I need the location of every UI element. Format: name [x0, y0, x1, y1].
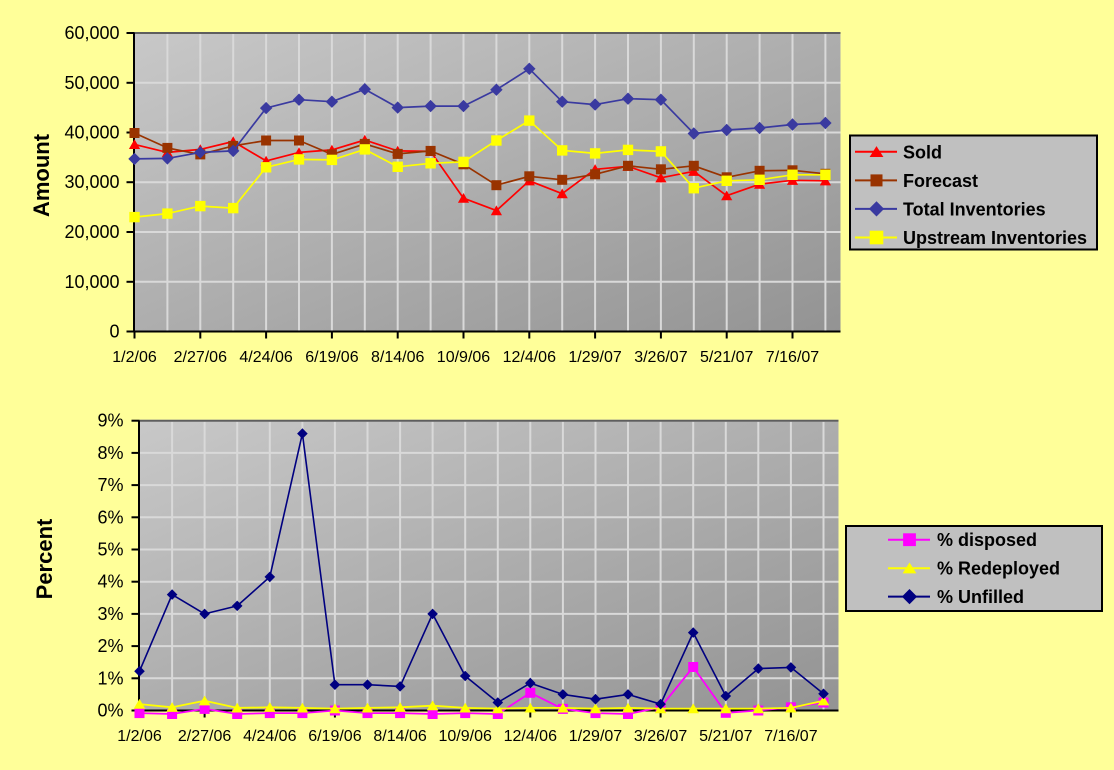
svg-text:Upstream Inventories: Upstream Inventories [903, 228, 1087, 248]
svg-text:7/16/07: 7/16/07 [764, 728, 817, 745]
svg-text:6/19/06: 6/19/06 [308, 728, 361, 745]
svg-text:30,000: 30,000 [64, 172, 119, 192]
svg-text:5/21/07: 5/21/07 [699, 728, 752, 745]
svg-text:1/29/07: 1/29/07 [568, 349, 621, 366]
svg-text:3/26/07: 3/26/07 [634, 349, 687, 366]
svg-text:8/14/06: 8/14/06 [371, 349, 424, 366]
svg-text:5%: 5% [97, 540, 123, 560]
svg-text:10/9/06: 10/9/06 [439, 728, 492, 745]
svg-text:% Unfilled: % Unfilled [937, 587, 1024, 607]
svg-text:1/2/06: 1/2/06 [117, 728, 162, 745]
svg-text:4/24/06: 4/24/06 [239, 349, 292, 366]
svg-text:2/27/06: 2/27/06 [174, 349, 227, 366]
svg-text:50,000: 50,000 [64, 73, 119, 93]
svg-text:7/16/07: 7/16/07 [766, 349, 819, 366]
svg-text:1/2/06: 1/2/06 [112, 349, 157, 366]
svg-text:10,000: 10,000 [64, 272, 119, 292]
svg-text:5/21/07: 5/21/07 [700, 349, 753, 366]
svg-text:Total Inventories: Total Inventories [903, 199, 1046, 219]
svg-text:10/9/06: 10/9/06 [437, 349, 490, 366]
svg-text:Sold: Sold [903, 142, 942, 162]
svg-text:% disposed: % disposed [937, 530, 1037, 550]
svg-text:4%: 4% [97, 572, 123, 592]
svg-text:40,000: 40,000 [64, 123, 119, 143]
svg-text:6%: 6% [97, 507, 123, 527]
svg-text:6/19/06: 6/19/06 [305, 349, 358, 366]
svg-text:3/26/07: 3/26/07 [634, 728, 687, 745]
svg-text:Forecast: Forecast [903, 171, 978, 191]
svg-text:8%: 8% [97, 443, 123, 463]
svg-text:1%: 1% [97, 668, 123, 688]
svg-text:4/24/06: 4/24/06 [243, 728, 296, 745]
svg-text:3%: 3% [97, 604, 123, 624]
svg-text:0: 0 [109, 322, 119, 342]
svg-text:2%: 2% [97, 636, 123, 656]
svg-text:9%: 9% [97, 411, 123, 431]
svg-text:7%: 7% [97, 475, 123, 495]
svg-text:60,000: 60,000 [64, 23, 119, 43]
svg-text:1/29/07: 1/29/07 [569, 728, 622, 745]
svg-text:8/14/06: 8/14/06 [373, 728, 426, 745]
svg-text:0%: 0% [97, 701, 123, 721]
svg-text:Amount: Amount [29, 133, 54, 217]
svg-text:% Redeployed: % Redeployed [937, 559, 1060, 579]
svg-text:12/4/06: 12/4/06 [503, 349, 556, 366]
svg-text:2/27/06: 2/27/06 [178, 728, 231, 745]
svg-text:Percent: Percent [32, 518, 57, 599]
svg-text:12/4/06: 12/4/06 [504, 728, 557, 745]
svg-text:20,000: 20,000 [64, 222, 119, 242]
